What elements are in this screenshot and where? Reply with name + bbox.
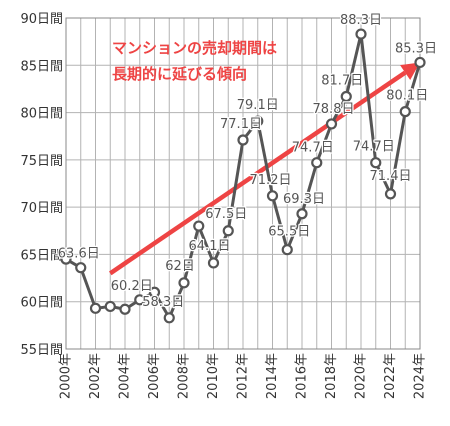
x-tick-label: 2014年 (265, 353, 280, 399)
axes: 55日間 60日間 65日間 70日間 75日間 80日間 85日間 90日間 2000年 200… (20, 12, 427, 399)
data-label: 74.7日 (353, 140, 395, 155)
data-label: 63.6日 (58, 247, 100, 262)
data-point (75, 262, 87, 274)
data-label: 74.7日 (292, 141, 334, 156)
x-tick-label: 2010年 (206, 353, 221, 399)
data-label: 81.7日 (321, 73, 363, 88)
x-tick-label: 2000年 (59, 353, 74, 399)
y-tick-label: 80日間 (20, 107, 63, 122)
x-tick-label: 2016年 (295, 353, 310, 399)
y-tick-label: 60日間 (20, 296, 63, 311)
data-point (325, 118, 338, 130)
data-point (134, 294, 146, 306)
x-tick-label: 2004年 (118, 353, 133, 399)
data-point (384, 188, 397, 200)
data-point (281, 244, 293, 256)
x-tick-label: 2022年 (383, 353, 398, 399)
data-point (296, 208, 308, 220)
data-point (399, 106, 411, 118)
x-tick-label: 2024年 (413, 353, 428, 399)
data-point (60, 253, 72, 265)
data-point (148, 286, 161, 298)
data-label: 65.5日 (268, 225, 310, 240)
data-label: 60.2日 (111, 279, 153, 294)
y-tick-label: 55日間 (20, 343, 63, 358)
data-point (252, 115, 264, 127)
data-label: 71.2日 (250, 173, 292, 188)
trend-arrow (108, 62, 420, 276)
data-label: 64.1日 (189, 239, 231, 254)
x-tick-label: 2018年 (324, 353, 339, 399)
x-tick-label: 2012年 (236, 353, 251, 399)
data-point (163, 312, 175, 324)
data-label: 58.3日 (142, 295, 184, 310)
data-point (207, 257, 220, 269)
x-tick-label: 2008年 (177, 353, 192, 399)
series (60, 28, 426, 324)
plot-border (65, 17, 421, 350)
y-tick-label: 85日間 (20, 59, 63, 74)
data-point (355, 28, 367, 40)
data-point (89, 302, 102, 314)
data-point (266, 190, 279, 202)
data-point (104, 300, 116, 313)
data-point (340, 90, 352, 103)
data-label: 71.4日 (370, 169, 412, 184)
data-label: 85.3日 (395, 41, 437, 56)
annotation-text: マンションの売却期間は (112, 39, 277, 57)
data-point (119, 303, 131, 315)
data-point (178, 277, 190, 289)
data-point (370, 157, 382, 169)
data-point (222, 225, 234, 237)
trend-arrow-shaft (108, 70, 407, 276)
data-point (414, 56, 426, 69)
data-label: 80.1日 (386, 89, 428, 104)
data-label: 67.5日 (205, 207, 247, 222)
data-point (311, 157, 323, 169)
trend-arrow-head (400, 62, 420, 81)
y-tick-label: 65日間 (20, 248, 63, 263)
data-label: 69.3日 (283, 192, 325, 207)
data-label: 88.3日 (340, 13, 382, 28)
data-label: 78.8日 (313, 102, 355, 117)
data-label: 79.1日 (237, 98, 279, 113)
y-tick-label: 75日間 (20, 154, 63, 169)
x-tick-label: 2020年 (354, 353, 369, 399)
data-label: 77.1日 (220, 117, 262, 132)
data-point (237, 134, 249, 146)
y-tick-label: 90日間 (20, 12, 63, 27)
y-tick-label: 70日間 (20, 201, 63, 216)
annotation-text: 長期的に延びる傾向 (112, 65, 247, 83)
x-tick-label: 2006年 (147, 353, 162, 399)
x-tick-label: 2002年 (88, 353, 103, 399)
data-point (193, 220, 205, 232)
data-label: 62日 (165, 259, 195, 274)
